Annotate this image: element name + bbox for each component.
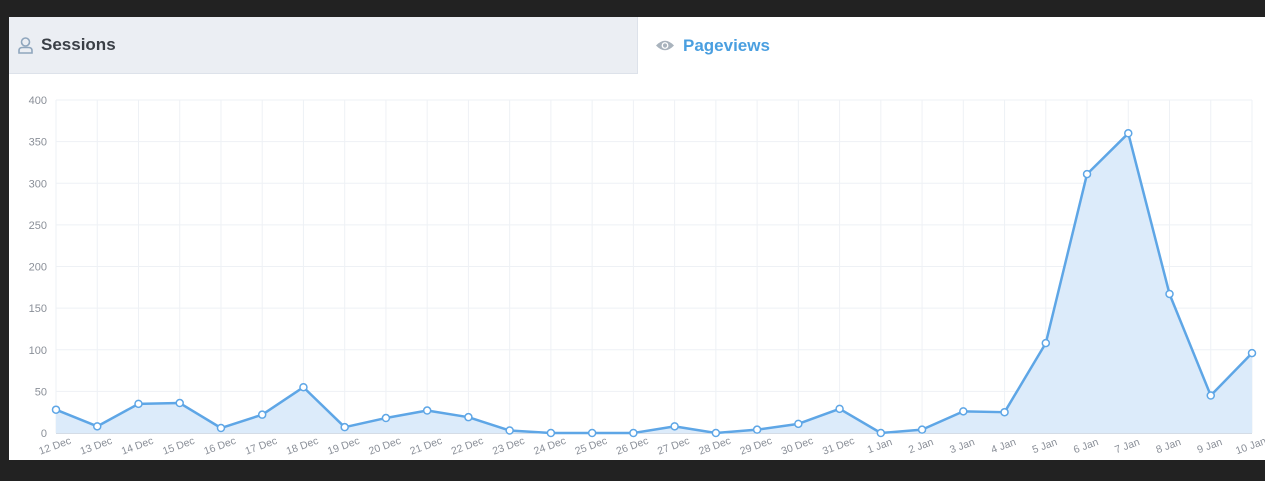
eye-icon xyxy=(655,39,675,52)
data-point xyxy=(752,425,762,434)
data-point xyxy=(670,422,679,431)
chart-area xyxy=(55,132,1253,435)
x-tick-label: 22 Dec xyxy=(450,435,485,458)
y-axis: 0 50 100 150 200 250 300 350 400 xyxy=(29,95,47,440)
x-tick-label: 21 Dec xyxy=(408,435,443,458)
y-tick-label: 300 xyxy=(29,178,47,190)
data-point xyxy=(1124,129,1133,138)
data-point xyxy=(340,422,349,432)
chart-points xyxy=(51,129,1257,438)
x-tick-label: 5 Jan xyxy=(1031,436,1059,456)
x-tick-label: 17 Dec xyxy=(243,435,278,458)
data-point xyxy=(464,412,473,422)
x-tick-label: 15 Dec xyxy=(161,435,196,458)
data-point xyxy=(92,422,102,431)
x-tick-label: 19 Dec xyxy=(326,435,361,458)
x-tick-label: 6 Jan xyxy=(1072,436,1100,456)
data-point xyxy=(629,428,638,438)
x-axis: 12 Dec 13 Dec 14 Dec 15 Dec 16 Dec 17 Dec 18 D… xyxy=(37,435,1265,458)
x-tick-label: 29 Dec xyxy=(738,435,773,458)
data-point xyxy=(1000,407,1009,417)
data-point xyxy=(794,419,803,429)
tab-sessions-label: Sessions xyxy=(41,35,116,54)
data-point xyxy=(257,410,267,419)
x-tick-label: 7 Jan xyxy=(1113,436,1141,456)
data-point xyxy=(1041,338,1051,348)
data-point xyxy=(917,425,927,434)
series-line xyxy=(55,132,1253,435)
data-point xyxy=(175,398,184,408)
tab-sessions[interactable]: Sessions xyxy=(9,17,638,74)
x-tick-label: 18 Dec xyxy=(285,435,320,458)
data-point xyxy=(711,428,721,438)
analytics-panel: Sessions Pageviews 0 50 100 150 200 250 300 350… xyxy=(9,17,1265,460)
y-tick-label: 200 xyxy=(29,262,47,274)
y-tick-label: 350 xyxy=(29,137,47,149)
data-point xyxy=(299,382,308,392)
y-tick-label: 150 xyxy=(29,303,47,315)
data-point xyxy=(134,399,143,409)
y-tick-label: 400 xyxy=(29,95,47,107)
x-tick-label: 16 Dec xyxy=(202,435,237,458)
x-tick-label: 4 Jan xyxy=(989,436,1017,456)
data-point xyxy=(587,428,597,438)
x-tick-label: 1 Jan xyxy=(866,436,894,456)
x-tick-label: 20 Dec xyxy=(367,435,402,458)
x-tick-label: 8 Jan xyxy=(1154,436,1182,456)
y-tick-label: 50 xyxy=(35,386,47,398)
data-point xyxy=(546,428,556,438)
x-tick-label: 9 Jan xyxy=(1196,436,1224,456)
data-point xyxy=(216,423,226,433)
y-tick-label: 100 xyxy=(29,345,47,357)
data-point xyxy=(876,428,886,438)
data-point xyxy=(51,405,61,414)
series-area xyxy=(56,133,1252,434)
x-tick-label: 30 Dec xyxy=(780,435,815,458)
x-tick-label: 14 Dec xyxy=(120,435,155,458)
x-tick-label: 23 Dec xyxy=(491,435,526,458)
y-tick-label: 250 xyxy=(29,220,47,232)
tab-pageviews[interactable]: Pageviews xyxy=(638,17,1265,74)
tab-bar: Sessions Pageviews xyxy=(9,17,1265,74)
tab-pageviews-label: Pageviews xyxy=(683,35,770,55)
data-point xyxy=(959,407,968,416)
data-point xyxy=(381,413,391,423)
x-tick-label: 3 Jan xyxy=(948,436,976,456)
x-tick-label: 24 Dec xyxy=(532,435,567,458)
x-tick-label: 28 Dec xyxy=(697,435,732,458)
data-point xyxy=(422,406,432,415)
data-point xyxy=(1165,289,1174,299)
data-point xyxy=(1082,169,1092,179)
chart-grid xyxy=(55,99,1253,434)
x-tick-label: 27 Dec xyxy=(656,435,691,458)
data-point xyxy=(1206,391,1216,400)
data-point xyxy=(835,404,844,414)
data-point xyxy=(1247,348,1257,358)
x-tick-label: 31 Dec xyxy=(821,435,856,458)
user-icon xyxy=(18,36,33,54)
x-tick-label: 10 Jan xyxy=(1234,435,1265,457)
x-tick-label: 25 Dec xyxy=(573,435,608,458)
x-tick-label: 2 Jan xyxy=(907,436,935,456)
data-point xyxy=(505,426,514,435)
y-tick-label: 0 xyxy=(41,428,47,440)
x-tick-label: 26 Dec xyxy=(615,435,650,458)
x-tick-label: 13 Dec xyxy=(79,435,114,458)
